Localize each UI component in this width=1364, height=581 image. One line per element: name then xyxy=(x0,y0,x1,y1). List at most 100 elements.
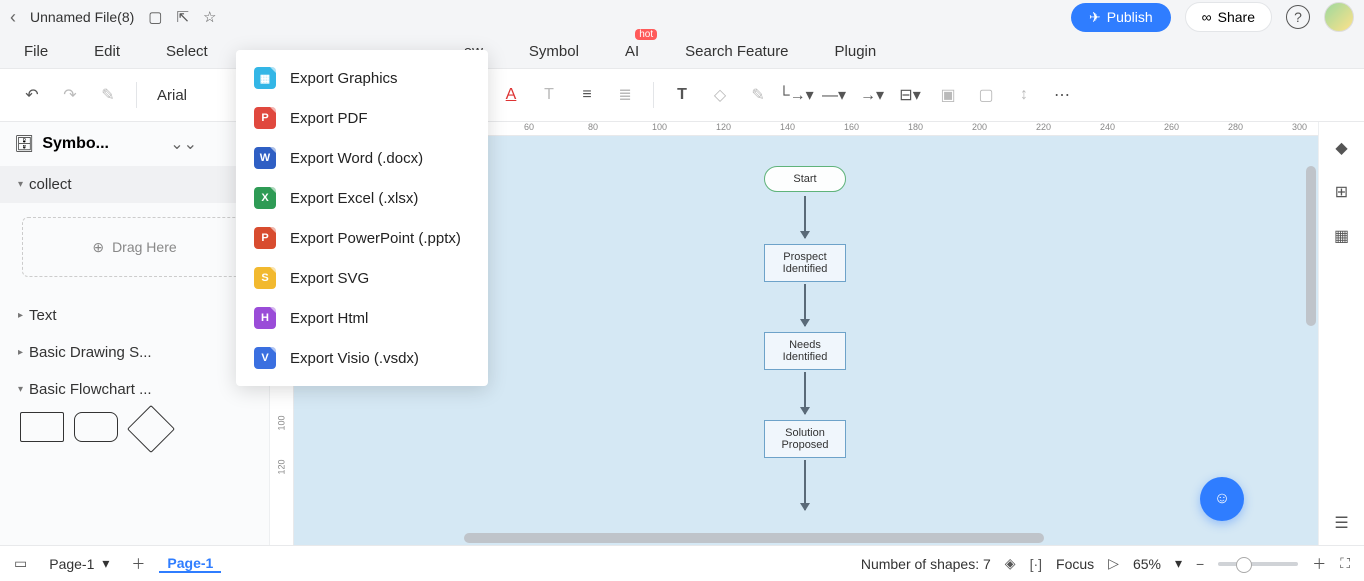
export-item-4[interactable]: PExport PowerPoint (.pptx) xyxy=(236,218,488,258)
back-icon[interactable]: ▢ xyxy=(970,79,1002,111)
file-icon: S xyxy=(254,267,276,289)
node-needs[interactable]: Needs Identified xyxy=(764,332,846,370)
shape-thumbs xyxy=(0,408,269,450)
menu-ai[interactable]: AI hot xyxy=(625,43,639,60)
file-icon: V xyxy=(254,347,276,369)
export-item-6[interactable]: HExport Html xyxy=(236,298,488,338)
chat-fab[interactable]: ☺ xyxy=(1200,477,1244,521)
more-icon[interactable]: ⋯ xyxy=(1046,79,1078,111)
page-tab-1[interactable]: Page-1 xyxy=(159,555,221,573)
open-external-icon[interactable]: ⇱ xyxy=(176,8,189,26)
align-icon[interactable]: ≡ xyxy=(571,79,603,111)
titlebar: ‹ Unnamed File(8) ▢ ⇱ ☆ ✈ Publish ∞ Shar… xyxy=(0,0,1364,34)
scrollbar-h[interactable] xyxy=(464,533,1308,543)
save-icon[interactable]: ▢ xyxy=(148,8,162,26)
undo-icon[interactable]: ↶ xyxy=(16,79,48,111)
play-icon[interactable]: ▷ xyxy=(1108,555,1119,572)
text-style-icon[interactable]: T xyxy=(533,79,565,111)
grid-icon[interactable]: ▦ xyxy=(1330,224,1354,248)
export-item-7[interactable]: VExport Visio (.vsdx) xyxy=(236,338,488,378)
line-style-icon[interactable]: —▾ xyxy=(818,79,850,111)
htick: 100 xyxy=(652,122,667,132)
section-basic-flowchart[interactable]: ▾Basic Flowchart ... xyxy=(0,371,269,408)
text-tool-icon[interactable]: T xyxy=(666,79,698,111)
publish-button[interactable]: ✈ Publish xyxy=(1071,3,1171,32)
list-settings-icon[interactable]: ☰ xyxy=(1330,511,1354,535)
file-icon: X xyxy=(254,187,276,209)
section-text[interactable]: ▸Text xyxy=(0,297,269,334)
shape-diamond[interactable] xyxy=(127,405,175,453)
shape-round-rect[interactable] xyxy=(74,412,118,442)
shape-rect[interactable] xyxy=(20,412,64,442)
fullscreen-icon[interactable]: ⛶ xyxy=(1340,555,1350,572)
distribute-icon[interactable]: ↕ xyxy=(1008,79,1040,111)
scrollbar-v-thumb[interactable] xyxy=(1306,166,1316,326)
export-item-label: Export PowerPoint (.pptx) xyxy=(290,230,461,247)
fill-icon[interactable]: ◇ xyxy=(704,79,736,111)
export-item-3[interactable]: X Export Excel (.xlsx) xyxy=(236,178,488,218)
scrollbar-v[interactable] xyxy=(1306,166,1316,466)
paint-bucket-icon[interactable]: ◆ xyxy=(1330,136,1354,160)
zoom-slider[interactable] xyxy=(1218,562,1298,566)
drag-here-zone[interactable]: ⊕ Drag Here xyxy=(22,217,247,277)
menu-symbol[interactable]: Symbol xyxy=(529,43,579,60)
node-start[interactable]: Start xyxy=(764,166,846,192)
front-icon[interactable]: ▣ xyxy=(932,79,964,111)
add-panel-icon[interactable]: ⊞ xyxy=(1330,180,1354,204)
section-basic-drawing[interactable]: ▸Basic Drawing S... xyxy=(0,334,269,371)
arrow xyxy=(804,460,806,510)
focus-icon[interactable]: [·] xyxy=(1030,556,1042,572)
menu-search-feature[interactable]: Search Feature xyxy=(685,43,788,60)
arrow-style-icon[interactable]: →▾ xyxy=(856,79,888,111)
redo-icon[interactable]: ↷ xyxy=(54,79,86,111)
focus-label: Focus xyxy=(1056,556,1094,572)
htick: 220 xyxy=(1036,122,1051,132)
export-item-0[interactable]: ▦Export Graphics xyxy=(236,58,488,98)
export-item-2[interactable]: WExport Word (.docx) xyxy=(236,138,488,178)
font-color-icon[interactable]: A xyxy=(495,79,527,111)
symbols-panel: 🗄 Symbo... ⌄⌄ 🔍 ▾collect ⊕ Drag Here ▸Te… xyxy=(0,122,270,545)
help-icon[interactable]: ? xyxy=(1286,5,1310,29)
back-icon[interactable]: ‹ xyxy=(10,7,16,28)
export-item-label: Export Excel (.xlsx) xyxy=(290,190,418,207)
htick: 240 xyxy=(1100,122,1115,132)
menu-select[interactable]: Select xyxy=(166,43,208,60)
export-item-label: Export SVG xyxy=(290,270,369,287)
chevrons-down-icon[interactable]: ⌄⌄ xyxy=(170,134,197,154)
export-item-label: Export PDF xyxy=(290,110,368,127)
star-icon[interactable]: ☆ xyxy=(203,8,216,26)
format-painter-icon[interactable]: ✎ xyxy=(92,79,124,111)
layers-icon[interactable]: ◈ xyxy=(1005,555,1016,572)
vtick: 100 xyxy=(277,412,287,435)
menu-plugin[interactable]: Plugin xyxy=(835,43,877,60)
menu-edit[interactable]: Edit xyxy=(94,43,120,60)
node-solution[interactable]: Solution Proposed xyxy=(764,420,846,458)
zoom-out-icon[interactable]: − xyxy=(1196,556,1204,572)
zoom-in-icon[interactable]: ＋ xyxy=(1312,554,1326,574)
vtick: 120 xyxy=(277,456,287,479)
symbols-header: 🗄 Symbo... ⌄⌄ 🔍 xyxy=(0,122,269,166)
export-item-1[interactable]: PExport PDF xyxy=(236,98,488,138)
node-prospect[interactable]: Prospect Identified xyxy=(764,244,846,282)
font-select[interactable]: Arial xyxy=(149,87,195,104)
endpoint-icon[interactable]: ⊟▾ xyxy=(894,79,926,111)
connector-icon[interactable]: └→▾ xyxy=(780,79,812,111)
chevron-down-icon[interactable]: ▾ xyxy=(1175,555,1182,572)
htick: 260 xyxy=(1164,122,1179,132)
page-select[interactable]: Page-1 ▾ xyxy=(41,555,117,572)
zoom-label[interactable]: 65% xyxy=(1133,556,1161,572)
export-item-5[interactable]: S Export SVG xyxy=(236,258,488,298)
spacing-icon[interactable]: ≣ xyxy=(609,79,641,111)
add-page-icon[interactable]: ＋ xyxy=(131,554,145,574)
file-name[interactable]: Unnamed File(8) xyxy=(30,9,134,25)
share-button[interactable]: ∞ Share xyxy=(1185,2,1272,32)
pen-icon[interactable]: ✎ xyxy=(742,79,774,111)
pages-icon[interactable]: ▭ xyxy=(14,555,27,572)
htick: 160 xyxy=(844,122,859,132)
avatar[interactable] xyxy=(1324,2,1354,32)
section-collect[interactable]: ▾collect xyxy=(0,166,269,203)
menu-file[interactable]: File xyxy=(24,43,48,60)
htick: 80 xyxy=(588,122,598,132)
statusbar: ▭ Page-1 ▾ ＋ Page-1 Number of shapes: 7 … xyxy=(0,545,1364,581)
scrollbar-h-thumb[interactable] xyxy=(464,533,1044,543)
